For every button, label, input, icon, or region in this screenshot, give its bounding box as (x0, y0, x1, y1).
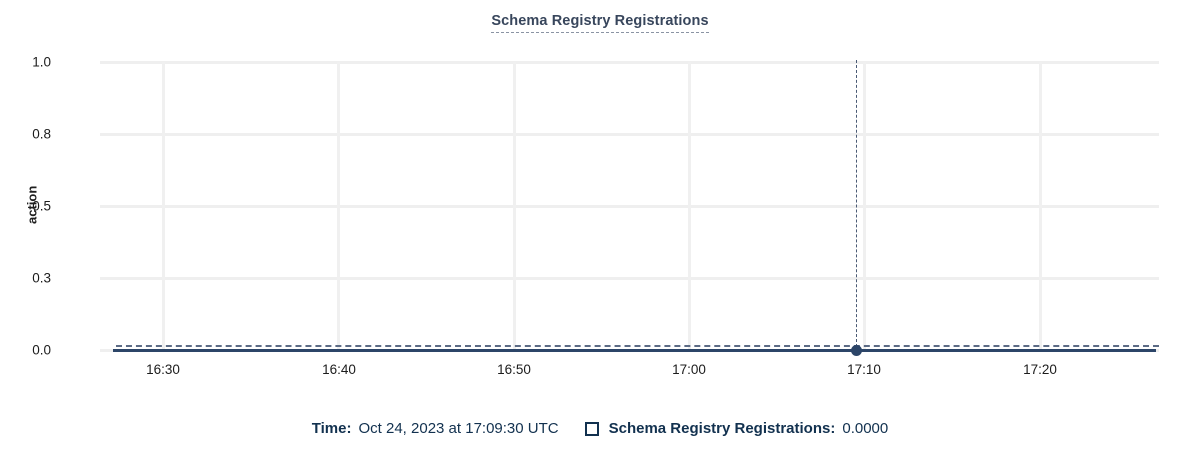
legend-swatch-checkbox[interactable] (584, 421, 599, 436)
footer-time-value: Oct 24, 2023 at 17:09:30 UTC (358, 420, 559, 437)
series-line-schema-registry-registrations (113, 349, 1156, 352)
footer-time-group: Time: Oct 24, 2023 at 17:09:30 UTC (312, 420, 559, 437)
gridline-horizontal (100, 133, 1159, 136)
x-tick-label: 17:10 (847, 362, 881, 377)
x-tick-label: 16:30 (146, 362, 180, 377)
y-tick-label: 0.8 (32, 126, 51, 142)
gridline-vertical (337, 62, 340, 351)
data-point-marker[interactable] (851, 345, 862, 356)
gridline-vertical (1039, 62, 1042, 351)
y-tick-label: 0.3 (32, 270, 51, 286)
footer-time-label: Time: (311, 420, 352, 437)
y-tick-label: 0.5 (32, 198, 51, 214)
chart-footer: Time: Oct 24, 2023 at 17:09:30 UTC Schem… (0, 420, 1200, 437)
crosshair-horizontal-line (116, 345, 1159, 347)
x-tick-label: 17:20 (1023, 362, 1057, 377)
x-tick-label: 16:40 (322, 362, 356, 377)
gridline-vertical (863, 62, 866, 351)
gridline-horizontal (100, 277, 1159, 280)
gridline-vertical (513, 62, 516, 351)
legend-series-label: Schema Registry Registrations: (608, 420, 836, 437)
gridline-vertical (688, 62, 691, 351)
y-tick-label: 0.0 (32, 342, 51, 358)
crosshair-vertical-line (856, 60, 857, 352)
y-tick-label: 1.0 (32, 54, 51, 70)
chart-title-text: Schema Registry Registrations (491, 12, 709, 33)
legend-item-schema-registry-registrations[interactable]: Schema Registry Registrations: 0.0000 (584, 420, 889, 437)
gridline-horizontal (100, 61, 1159, 64)
legend-series-value: 0.0000 (842, 420, 889, 437)
chart-title: Schema Registry Registrations (0, 12, 1200, 33)
gridline-horizontal (100, 205, 1159, 208)
gridline-vertical (162, 62, 165, 351)
x-tick-label: 17:00 (672, 362, 706, 377)
plot-area[interactable]: 1.0 0.8 0.5 0.3 0.0 16:30 16:40 16:50 17… (32, 55, 1159, 377)
x-tick-label: 16:50 (497, 362, 531, 377)
